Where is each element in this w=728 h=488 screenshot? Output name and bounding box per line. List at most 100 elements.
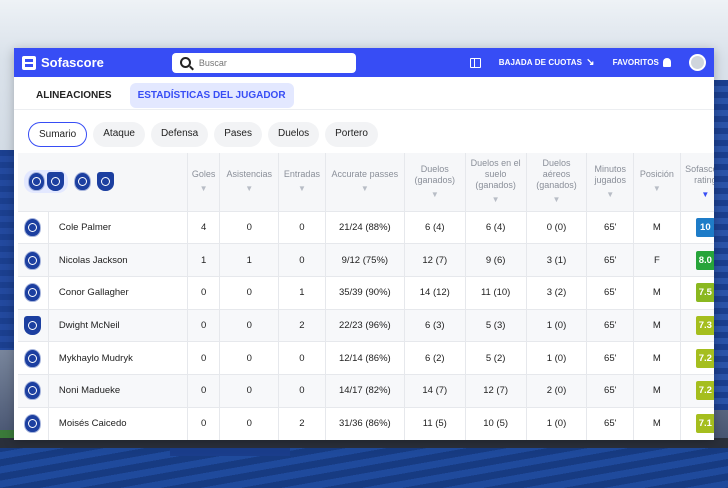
stat-ground: 10 (5) [464,406,527,440]
stat-minutes: 65' [586,308,634,342]
rating-badge[interactable]: 7.2 [695,381,714,401]
stat-minutes: 65' [586,210,634,244]
column-label: Accurate passes [331,169,399,180]
sort-arrow-icon: ▼ [652,184,661,194]
stat-goals: 0 [186,373,220,408]
rating-badge[interactable]: 7.2 [695,348,714,368]
chelsea-crest-icon [24,381,42,401]
player-name[interactable]: Dwight McNeil [47,308,188,342]
subtab-ataque[interactable]: Ataque [93,122,145,147]
stat-duels: 14 (7) [403,373,466,408]
rating-badge[interactable]: 7.5 [695,283,714,303]
column-header-assists[interactable]: Asistencias ▼ [219,153,279,211]
team-cell [18,341,49,375]
subtab-defensa[interactable]: Defensa [150,122,209,147]
stat-tackles: 0 [278,210,326,244]
column-header-accurate-passes[interactable]: Accurate passes ▼ [324,153,405,211]
everton-crest-icon [24,315,42,335]
column-label: Goles [191,169,216,180]
player-name[interactable]: Conor Gallagher [47,275,188,310]
rating-badge[interactable]: 10 [695,217,714,237]
stat-tackles: 1 [278,275,326,310]
sofascore-logo[interactable]: Sofascore [22,55,104,70]
rating-cell: 7.2 [679,341,714,375]
tab-lineups[interactable]: ALINEACIONES [36,89,112,101]
filter-both-teams[interactable] [24,170,68,194]
stat-passes: 12/14 (86%) [324,341,405,375]
stat-ground: 5 (2) [464,341,527,375]
column-header-minutes[interactable]: Minutos jugados ▼ [586,153,634,211]
subtab-duelos[interactable]: Duelos [268,122,320,147]
rating-badge[interactable]: 8.0 [695,250,714,270]
table-body: Cole Palmer 4 0 0 21/24 (88%) 6 (4) 6 (4) 0 (0)… [18,210,714,440]
column-header-position[interactable]: Posición ▼ [633,153,681,211]
table-row[interactable]: Moisés Caicedo 0 0 2 31/36 (86%) 11 (5) 10 (5)… [18,406,714,440]
stand-banner [170,448,290,456]
rating-badge[interactable]: 7.3 [695,315,714,335]
table-row[interactable]: Nicolas Jackson 1 1 0 9/12 (75%) 12 (7) 9 (6) 3… [18,243,714,277]
tab-player-stats[interactable]: ESTADÍSTICAS DEL JUGADOR [129,82,294,108]
search-input[interactable] [198,57,339,68]
rating-cell: 8.0 [679,243,714,277]
column-header-goals[interactable]: Goles ▼ [186,153,220,211]
player-name[interactable]: Cole Palmer [47,210,188,244]
search-box[interactable] [171,52,356,73]
column-header-rating[interactable]: Sofascore rating ▼ [679,153,714,211]
team-cell [18,308,49,342]
table-row[interactable]: Conor Gallagher 0 0 1 35/39 (90%) 14 (12) 11 (… [18,275,714,310]
sort-arrow-icon: ▼ [199,184,208,194]
subtab-sumario[interactable]: Sumario [28,122,88,147]
column-header-aerial-duels[interactable]: Duelos aéreos (ganados) ▼ [525,153,587,211]
rating-badge[interactable]: 7.1 [695,414,714,434]
chelsea-crest-icon [28,172,45,192]
stat-duels: 11 (5) [403,406,466,440]
table-row[interactable]: Dwight McNeil 0 0 2 22/23 (96%) 6 (3) 5 (3) 1 (… [18,308,714,342]
player-name[interactable]: Mykhaylo Mudryk [47,341,188,375]
stat-pos: M [633,373,681,408]
stat-ground: 12 (7) [464,373,527,408]
stadium-stand-right [712,80,728,410]
table-row[interactable]: Cole Palmer 4 0 0 21/24 (88%) 6 (4) 6 (4) 0 (0)… [18,210,714,244]
stat-duels: 14 (12) [403,275,466,310]
stat-tackles: 2 [278,406,326,440]
stat-minutes: 65' [586,275,634,310]
chelsea-crest-icon [24,250,42,270]
sort-arrow-icon: ▼ [297,184,306,194]
column-header-duels[interactable]: Duelos (ganados) ▼ [403,153,466,211]
player-name[interactable]: Moisés Caicedo [47,406,188,440]
sort-arrow-icon: ▼ [491,195,500,205]
stat-passes: 21/24 (88%) [324,210,405,244]
gift-icon[interactable] [469,57,481,68]
stat-pos: M [633,406,681,440]
stat-goals: 4 [186,210,220,244]
stat-pos: M [633,210,681,244]
sort-arrow-icon: ▼ [245,184,254,194]
rating-cell: 10 [679,210,714,244]
table-row[interactable]: Mykhaylo Mudryk 0 0 0 12/14 (86%) 6 (2) 5 (2) 1… [18,341,714,375]
everton-crest-icon [47,172,64,192]
odds-drop-link[interactable]: BAJADA DE CUOTAS ↘ [499,57,595,68]
stat-aerial: 1 (0) [525,308,587,342]
stat-duels: 6 (2) [403,341,466,375]
chelsea-crest-icon [24,348,42,368]
filter-everton-icon[interactable] [97,172,114,192]
player-name[interactable]: Nicolas Jackson [47,243,188,277]
subtab-portero[interactable]: Portero [325,122,378,147]
odds-drop-label: BAJADA DE CUOTAS [498,58,583,67]
favorites-link[interactable]: FAVORITOS [613,58,671,67]
table-row[interactable]: Noni Madueke 0 0 0 14/17 (82%) 14 (7) 12 (7) 2 … [18,373,714,408]
stat-category-tabs: Sumario Ataque Defensa Pases Duelos Portero [14,110,714,153]
subtab-pases[interactable]: Pases [214,122,262,147]
stat-assists: 0 [219,373,279,408]
chelsea-crest-icon [24,217,42,237]
column-header-tackles[interactable]: Entradas ▼ [278,153,326,211]
stat-pos: M [633,275,681,310]
filter-chelsea-icon[interactable] [74,172,91,192]
stat-minutes: 65' [586,341,634,375]
player-name[interactable]: Noni Madueke [47,373,188,408]
column-header-ground-duels[interactable]: Duelos en el suelo (ganados) ▼ [464,153,527,211]
stat-tackles: 0 [278,341,326,375]
stat-pos: F [633,243,681,277]
user-avatar[interactable] [689,54,706,71]
